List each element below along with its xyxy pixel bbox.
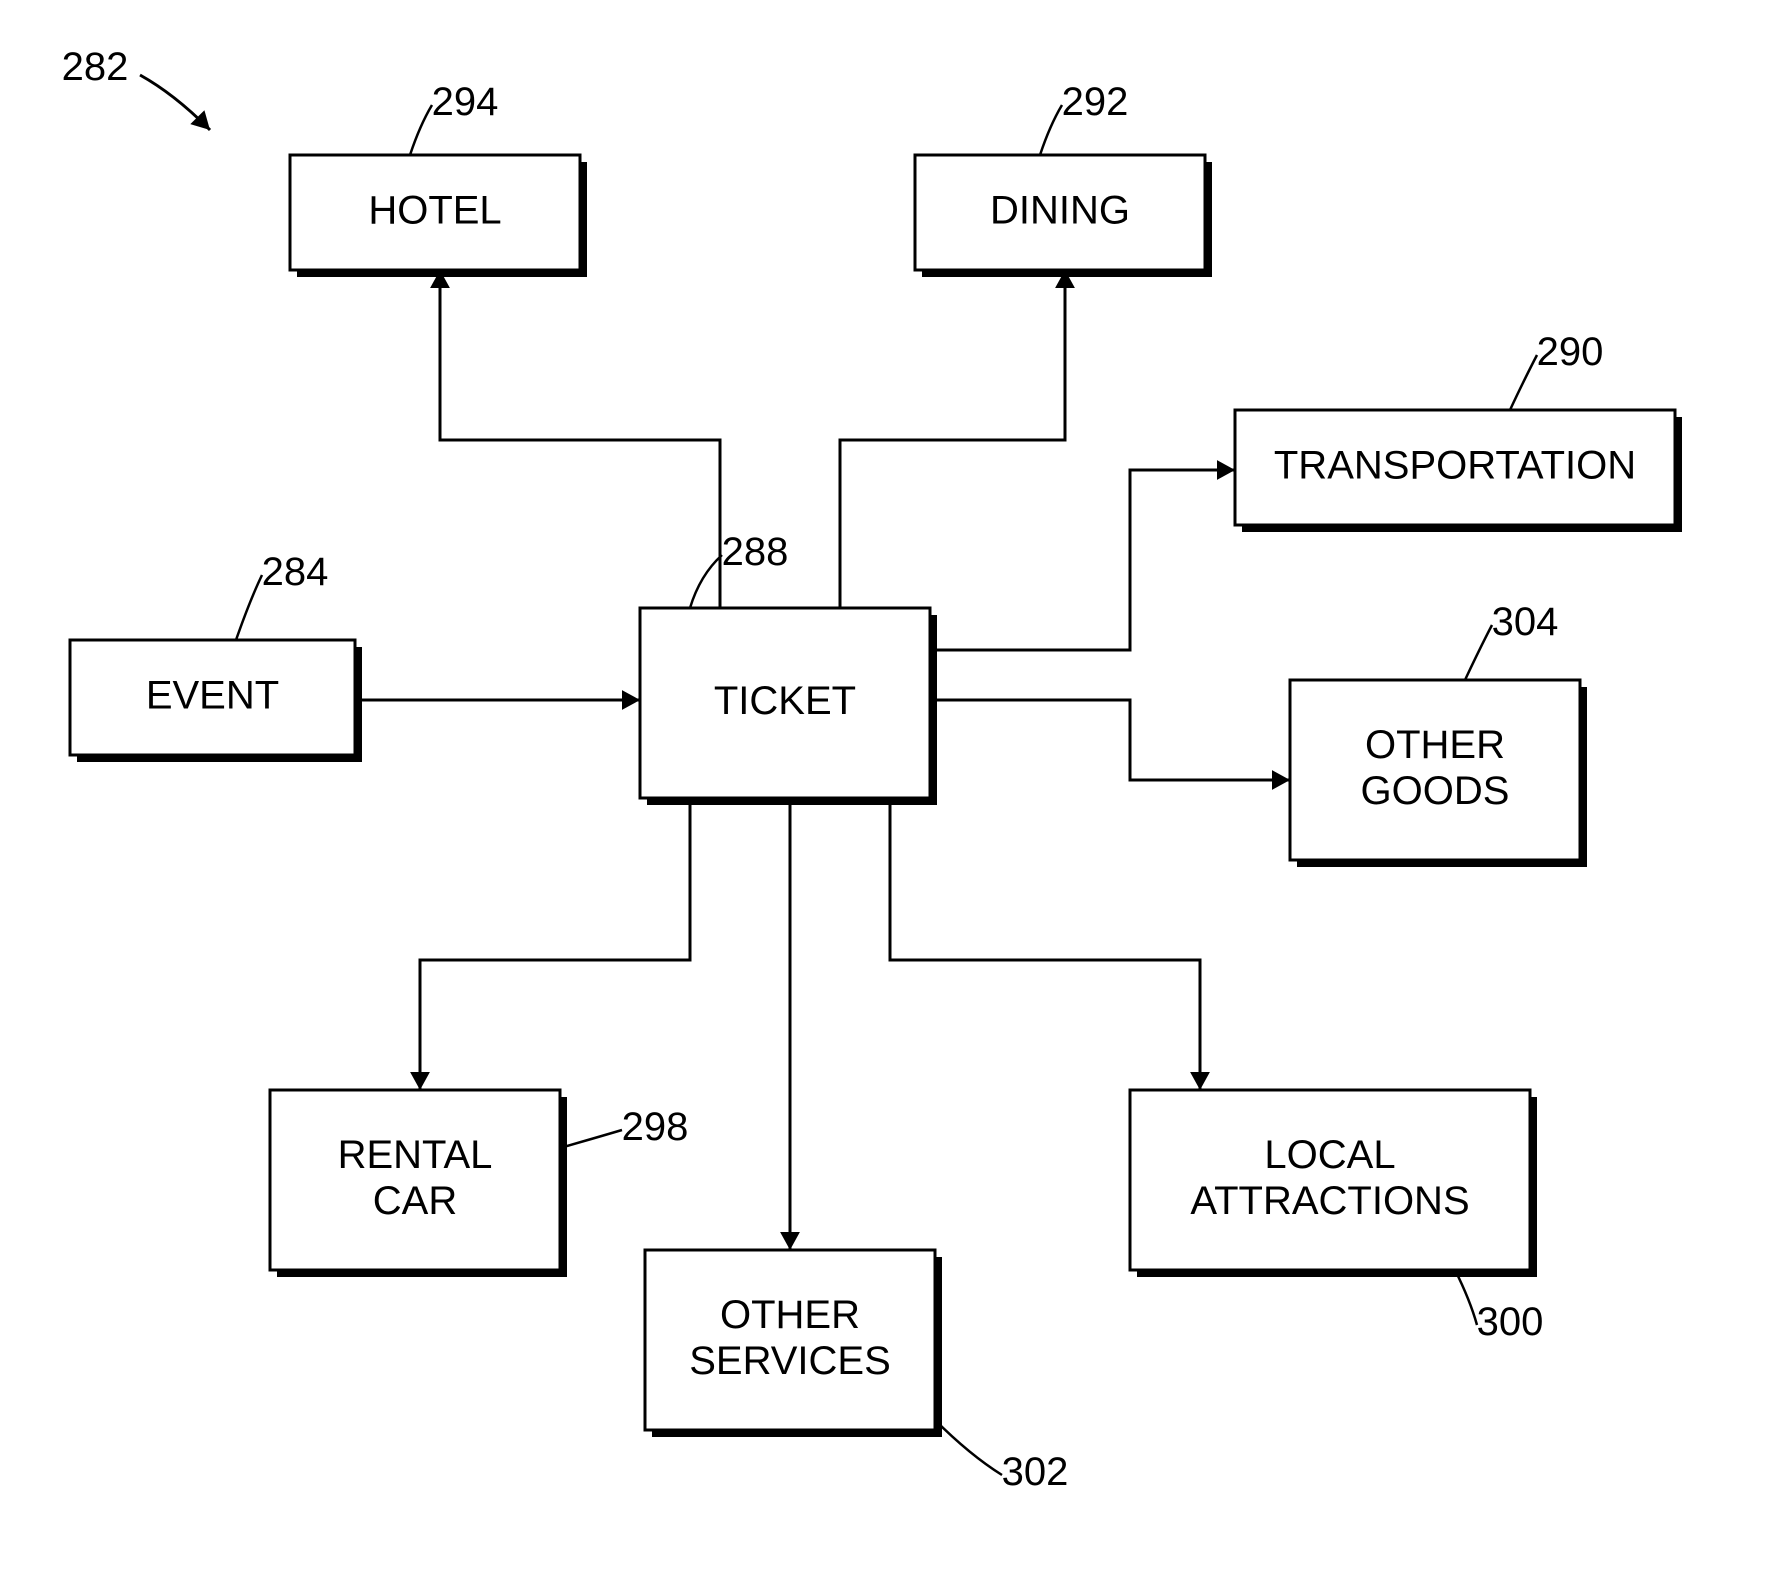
refnum-otherserv: 302: [1002, 1450, 1069, 1494]
leader-hotel: [410, 105, 432, 155]
node-label-ticket: TICKET: [714, 679, 856, 723]
edge-ticket-rentalcar: [420, 798, 690, 1090]
refnum-hotel: 294: [432, 80, 499, 124]
leader-rentalcar: [560, 1130, 622, 1148]
arrowhead: [410, 1072, 430, 1090]
refnum-dining: 292: [1062, 80, 1129, 124]
figure-refnum: 282: [62, 45, 129, 89]
refnum-rentalcar: 298: [622, 1105, 689, 1149]
leader-ticket: [690, 555, 722, 608]
leader-transport: [1510, 355, 1537, 410]
edge-ticket-dining: [840, 270, 1065, 608]
edge-ticket-othergoods: [930, 700, 1290, 780]
leader-dining: [1040, 105, 1062, 155]
arrowhead: [622, 690, 640, 710]
refnum-localattr: 300: [1477, 1300, 1544, 1344]
leader-localattr: [1455, 1270, 1477, 1325]
node-label-hotel: HOTEL: [368, 188, 501, 232]
edge-ticket-localattr: [890, 798, 1200, 1090]
refnum-transport: 290: [1537, 330, 1604, 374]
arrowhead: [780, 1232, 800, 1250]
diagram-canvas: EVENTTICKETHOTELDININGTRANSPORTATIONOTHE…: [0, 0, 1789, 1596]
edge-ticket-hotel: [440, 270, 720, 608]
refnum-event: 284: [262, 550, 329, 594]
refnum-othergoods: 304: [1492, 600, 1559, 644]
arrowhead: [1217, 460, 1235, 480]
arrowhead: [1190, 1072, 1210, 1090]
leader-event: [236, 575, 262, 640]
leader-othergoods: [1465, 625, 1492, 680]
edge-ticket-transport: [930, 470, 1235, 650]
arrowhead: [1272, 770, 1290, 790]
leader-otherserv: [935, 1420, 1002, 1475]
node-label-transport: TRANSPORTATION: [1274, 443, 1636, 487]
node-label-event: EVENT: [146, 673, 279, 717]
node-label-dining: DINING: [990, 188, 1130, 232]
refnum-ticket: 288: [722, 530, 789, 574]
